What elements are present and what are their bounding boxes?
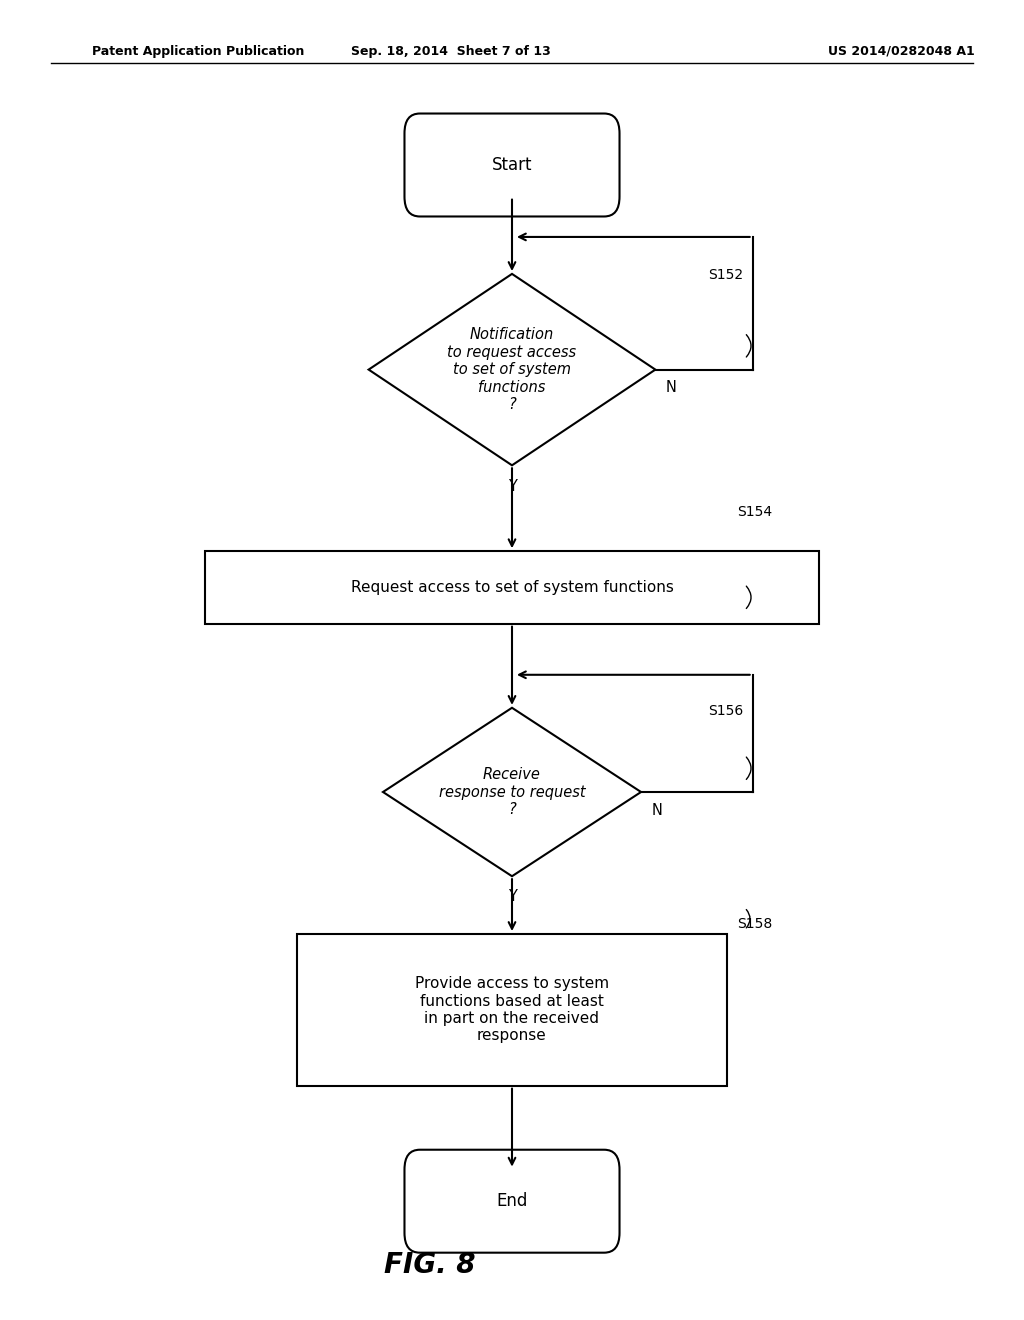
FancyBboxPatch shape [297, 935, 727, 1085]
Text: S158: S158 [737, 916, 772, 931]
Text: Sep. 18, 2014  Sheet 7 of 13: Sep. 18, 2014 Sheet 7 of 13 [350, 45, 551, 58]
FancyBboxPatch shape [404, 1150, 620, 1253]
Polygon shape [369, 275, 655, 466]
Text: S156: S156 [709, 704, 743, 718]
Text: Receive
response to request
?: Receive response to request ? [438, 767, 586, 817]
Text: Provide access to system
functions based at least
in part on the received
respon: Provide access to system functions based… [415, 977, 609, 1043]
Text: FIG. 8: FIG. 8 [384, 1250, 476, 1279]
Text: Start: Start [492, 156, 532, 174]
FancyBboxPatch shape [205, 550, 819, 623]
FancyBboxPatch shape [404, 114, 620, 216]
Text: Patent Application Publication: Patent Application Publication [92, 45, 304, 58]
Polygon shape [383, 708, 641, 876]
Text: N: N [666, 380, 677, 395]
Text: S154: S154 [737, 504, 772, 519]
Text: Y: Y [508, 479, 516, 494]
Text: Request access to set of system functions: Request access to set of system function… [350, 579, 674, 595]
Text: N: N [651, 803, 663, 817]
Text: S152: S152 [709, 268, 743, 282]
Text: Y: Y [508, 890, 516, 904]
Text: End: End [497, 1192, 527, 1210]
Text: US 2014/0282048 A1: US 2014/0282048 A1 [827, 45, 975, 58]
Text: Notification
to request access
to set of system
functions
?: Notification to request access to set of… [447, 327, 577, 412]
